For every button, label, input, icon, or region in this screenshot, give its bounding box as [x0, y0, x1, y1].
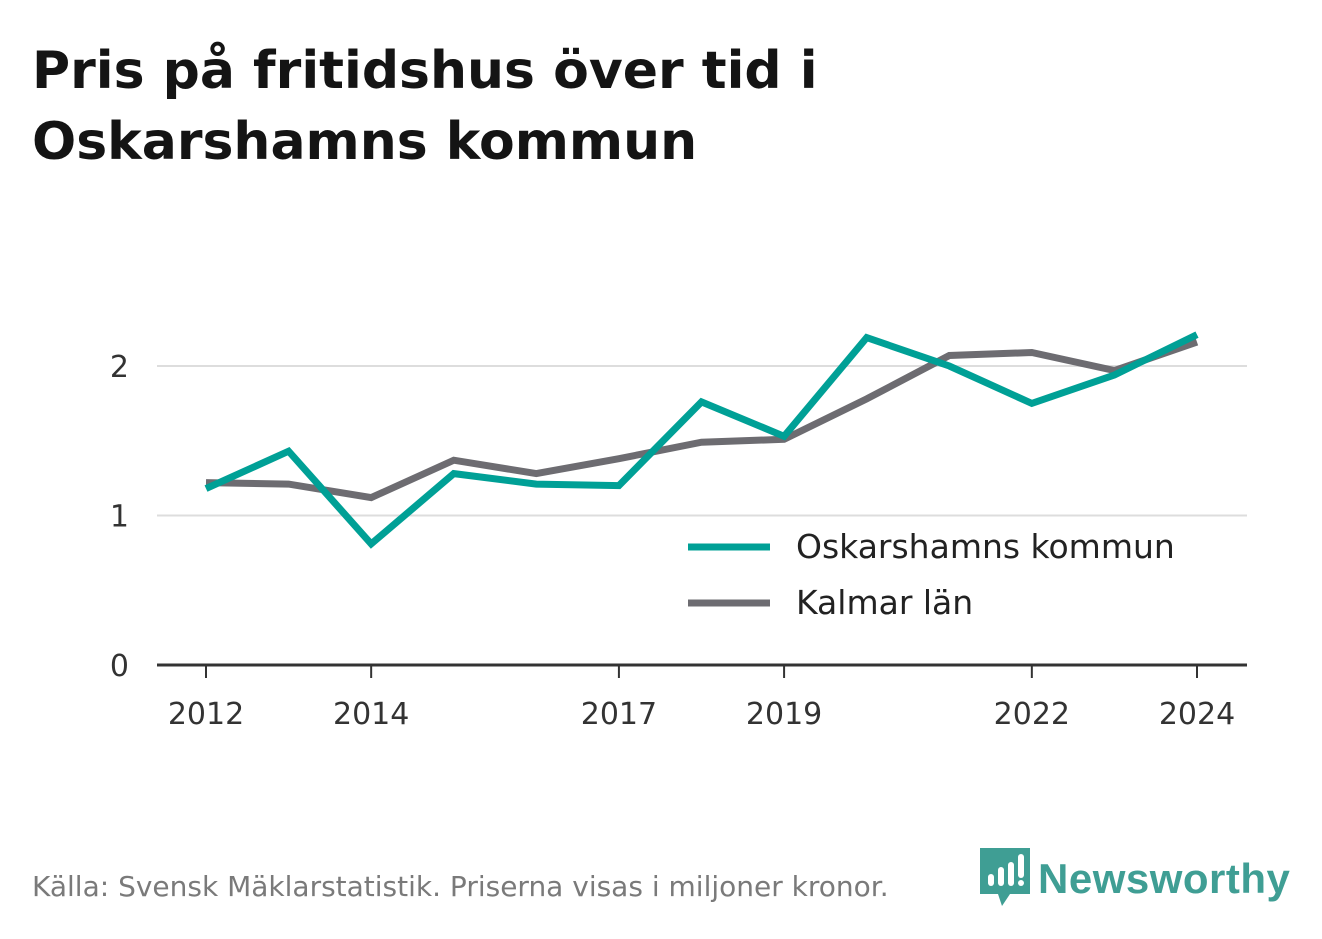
newsworthy-logo-icon — [980, 848, 1030, 906]
legend-label: Kalmar län — [796, 583, 973, 622]
x-tick-label: 2014 — [333, 697, 409, 732]
legend-label: Oskarshamns kommun — [796, 527, 1175, 566]
y-tick-label: 1 — [110, 500, 129, 535]
chart-title: Pris på fritidshus över tid i Oskarshamn… — [32, 36, 1032, 178]
series-line — [205, 338, 1199, 502]
x-tick-label: 2019 — [746, 697, 822, 732]
x-tick-label: 2017 — [581, 697, 657, 732]
chart-title-line-1: Pris på fritidshus över tid i — [32, 41, 818, 101]
x-tick-label: 2024 — [1159, 697, 1235, 732]
y-tick-label: 0 — [110, 649, 129, 684]
chart-title-line-2: Oskarshamns kommun — [32, 112, 698, 172]
source-note: Källa: Svensk Mäklarstatistik. Priserna … — [32, 870, 889, 903]
series-line — [204, 331, 1199, 549]
legend-background — [677, 517, 1220, 633]
x-tick-label: 2022 — [994, 697, 1070, 732]
brand-name: Newsworthy — [1038, 855, 1291, 902]
x-tick-label: 2012 — [168, 697, 244, 732]
y-tick-label: 2 — [110, 350, 129, 385]
brand-logo: Newsworthy — [980, 848, 1290, 910]
